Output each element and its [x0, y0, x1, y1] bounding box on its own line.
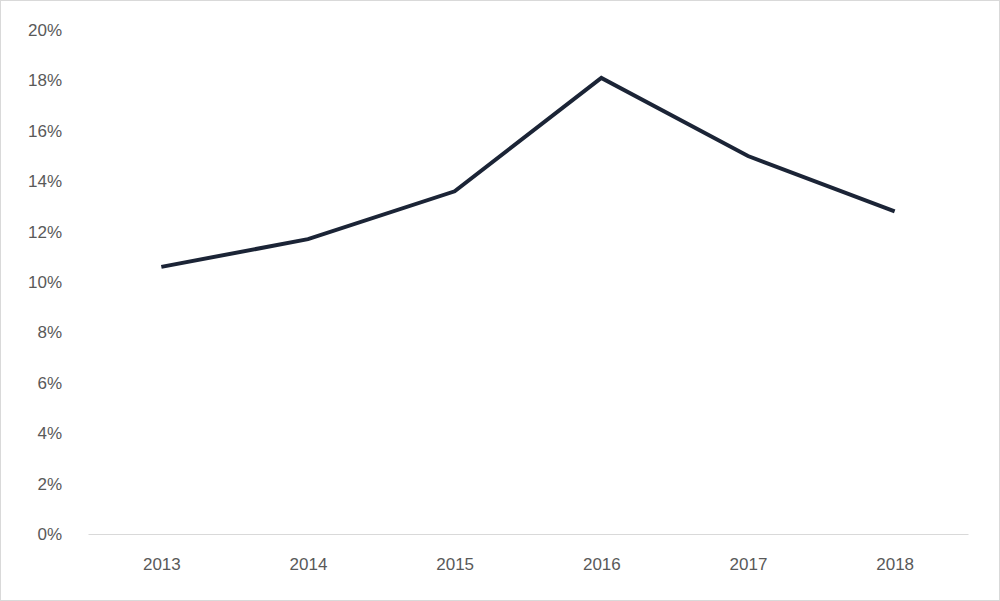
y-tick: 2% — [37, 475, 88, 494]
y-tick-label: 8% — [37, 323, 62, 342]
y-tick: 4% — [37, 424, 88, 443]
y-tick: 0% — [37, 525, 88, 544]
y-axis-line — [88, 31, 89, 535]
marks — [161, 78, 894, 267]
y-tick: 16% — [28, 122, 88, 141]
x-tick: 2016 — [583, 534, 621, 574]
y-tick-label: 12% — [28, 223, 62, 242]
y-tick-label: 0% — [37, 525, 62, 544]
chart-frame — [1, 1, 1000, 601]
chart-svg: 0% 2% 4% 6% 8% 10% 12% 14% 16% 18% 20% 2013 2014 2015… — [0, 0, 1000, 601]
x-tick-label: 2018 — [876, 555, 914, 574]
y-tick-label: 14% — [28, 172, 62, 191]
y-tick: 20% — [28, 21, 88, 40]
x-tick-label: 2015 — [436, 555, 474, 574]
y-tick-label: 16% — [28, 122, 62, 141]
y-tick-label: 20% — [28, 21, 62, 40]
x-tick: 2018 — [876, 534, 914, 574]
x-tick: 2013 — [143, 534, 181, 574]
x-axis-line — [89, 534, 969, 535]
series-line — [161, 78, 894, 267]
y-axis: 0% 2% 4% 6% 8% 10% 12% 14% 16% 18% 20% — [28, 21, 89, 544]
x-tick: 2014 — [290, 534, 328, 574]
y-tick-label: 4% — [37, 424, 62, 443]
y-tick: 6% — [37, 374, 88, 393]
x-axis: 2013 2014 2015 2016 2017 2018 — [89, 534, 969, 574]
y-tick-label: 10% — [28, 273, 62, 292]
x-tick: 2017 — [730, 534, 768, 574]
x-tick-label: 2017 — [730, 555, 768, 574]
y-tick-label: 6% — [37, 374, 62, 393]
x-tick: 2015 — [436, 534, 474, 574]
y-tick-label: 2% — [37, 475, 62, 494]
y-tick: 12% — [28, 223, 88, 242]
x-tick-label: 2016 — [583, 555, 621, 574]
x-tick-label: 2013 — [143, 555, 181, 574]
y-tick: 10% — [28, 273, 88, 292]
y-tick: 8% — [37, 323, 88, 342]
plot-area: 0% 2% 4% 6% 8% 10% 12% 14% 16% 18% 20% 2013 2014 2015… — [28, 21, 969, 574]
x-tick-label: 2014 — [290, 555, 328, 574]
y-tick-label: 18% — [28, 71, 62, 90]
y-tick: 14% — [28, 172, 88, 191]
y-tick: 18% — [28, 71, 88, 90]
